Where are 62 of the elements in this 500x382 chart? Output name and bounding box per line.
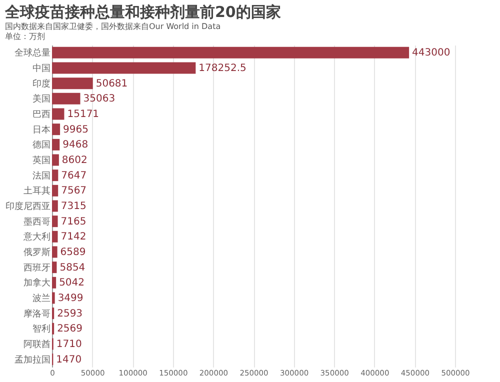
y-tick-label: 墨西哥 xyxy=(24,216,50,228)
y-tick-label: 日本 xyxy=(32,124,50,136)
chart-subtitle: 国内数据来自国家卫健委，国外数据来自Our World in Data xyxy=(5,22,221,31)
bar xyxy=(52,78,93,90)
bar xyxy=(52,292,55,304)
y-tick-label: 中国 xyxy=(32,63,50,74)
bar xyxy=(52,108,64,120)
bar xyxy=(52,46,410,58)
y-tick-label: 印度 xyxy=(32,78,50,90)
y-tick-label: 阿联酋 xyxy=(24,339,50,350)
y-tick-label: 全球总量 xyxy=(14,48,50,59)
data-label: 7567 xyxy=(61,186,87,197)
y-tick-label: 意大利 xyxy=(22,232,50,243)
data-label: 7165 xyxy=(60,216,86,228)
chart-title: 全球疫苗接种总量和接种剂量前20的国家 xyxy=(4,3,281,21)
data-label: 2593 xyxy=(57,308,83,320)
y-tick-label: 智利 xyxy=(32,324,50,335)
data-label: 1710 xyxy=(56,339,82,350)
bar xyxy=(52,276,56,288)
data-label: 7647 xyxy=(61,170,87,182)
data-label: 50681 xyxy=(96,78,128,90)
data-label: 6589 xyxy=(60,247,86,258)
y-tick-label: 土耳其 xyxy=(24,186,50,197)
bar xyxy=(52,184,58,196)
data-label: 3499 xyxy=(58,293,84,304)
data-label: 7315 xyxy=(60,201,86,212)
bar xyxy=(52,262,57,274)
bar xyxy=(52,170,58,182)
data-label: 5042 xyxy=(59,278,85,289)
data-label: 178252.5 xyxy=(198,63,246,74)
y-tick-label: 英国 xyxy=(32,155,50,166)
data-label: 9965 xyxy=(63,124,88,136)
bar xyxy=(52,216,58,228)
y-tick-label: 印度尼西亚 xyxy=(6,201,50,212)
bar xyxy=(52,230,58,242)
bar xyxy=(52,246,58,258)
data-label: 1470 xyxy=(56,354,82,366)
data-label: 5854 xyxy=(60,262,86,274)
bar xyxy=(52,62,196,74)
bar xyxy=(52,154,59,166)
bar xyxy=(52,200,58,212)
y-tick-label: 波兰 xyxy=(32,293,50,304)
data-label: 35063 xyxy=(83,94,116,105)
data-label: 15171 xyxy=(67,109,100,120)
y-tick-label: 摩洛哥 xyxy=(24,308,50,320)
data-label: 7142 xyxy=(60,232,86,243)
y-tick-label: 孟加拉国 xyxy=(14,354,50,366)
bar xyxy=(52,138,60,150)
y-tick-label: 俄罗斯 xyxy=(24,247,50,258)
y-tick-label: 西班牙 xyxy=(24,262,50,274)
bar xyxy=(52,92,80,104)
data-label: 2569 xyxy=(57,324,83,335)
data-label: 443000 xyxy=(412,48,450,59)
y-tick-label: 德国 xyxy=(32,140,50,151)
y-tick-label: 法国 xyxy=(32,170,50,182)
data-label: 9468 xyxy=(62,140,88,151)
text: 单位：万剂 xyxy=(5,32,45,41)
y-tick-label: 巴西 xyxy=(32,110,50,120)
data-label: 8602 xyxy=(62,155,88,166)
bar xyxy=(52,124,60,136)
y-tick-label: 加拿大 xyxy=(24,278,50,289)
y-tick-label: 美国 xyxy=(32,94,50,105)
